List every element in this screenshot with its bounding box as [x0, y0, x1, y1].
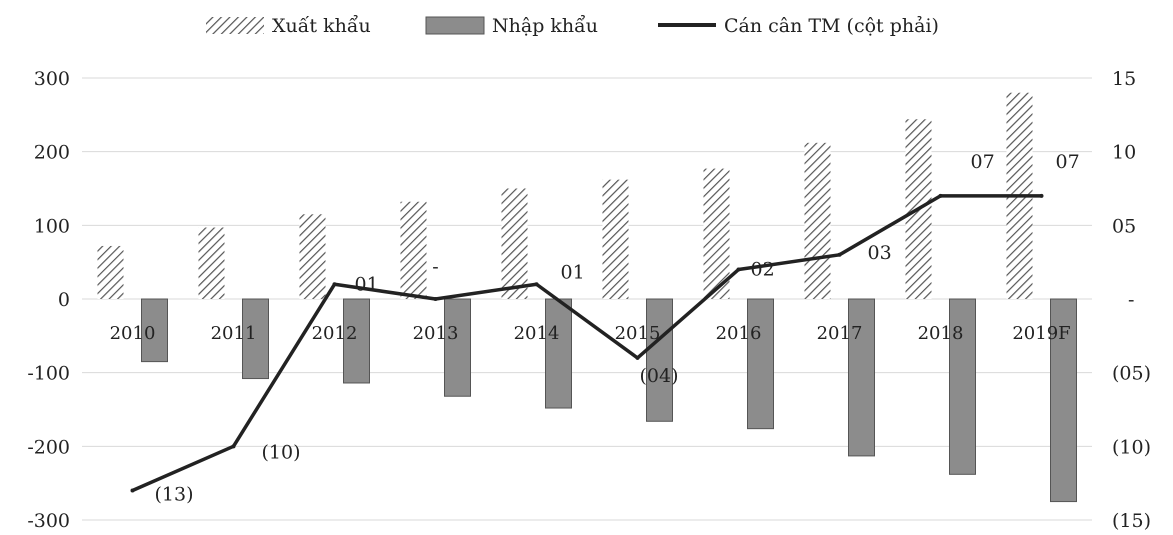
left-axis: 300 200 100 0 -100 -200 -300	[27, 68, 70, 532]
balance-data-label: (10)	[262, 441, 301, 463]
legend-label-export: Xuất khẩu	[272, 15, 371, 37]
category-labels: 2010 2011 2012 2013 2014 2015 2016 2017 2018 2019…	[110, 323, 1071, 344]
right-tick-label: (15)	[1112, 510, 1151, 532]
balance-point	[635, 355, 640, 360]
left-tick-label: -300	[27, 510, 70, 532]
balance-point	[938, 193, 943, 198]
balance-point	[130, 488, 135, 493]
category-label: 2019F	[1012, 323, 1070, 344]
export-bar	[299, 214, 326, 299]
balance-data-label: 07	[971, 151, 995, 173]
export-bar	[501, 188, 528, 299]
balance-line	[130, 193, 1044, 493]
import-bar	[444, 298, 471, 397]
balance-point	[736, 267, 741, 272]
export-bar	[602, 179, 629, 299]
legend: Xuất khẩu Nhập khẩu Cán cân TM (cột phải…	[206, 15, 939, 37]
balance-data-label: 02	[751, 259, 775, 281]
category-label: 2015	[615, 323, 661, 344]
category-label: 2012	[312, 323, 358, 344]
export-bar	[97, 245, 124, 299]
balance-point	[837, 252, 842, 257]
export-bar	[703, 168, 730, 299]
left-tick-label: 0	[58, 289, 70, 311]
category-label: 2018	[918, 323, 964, 344]
balance-data-label: (13)	[155, 484, 194, 506]
legend-label-import: Nhập khẩu	[492, 15, 598, 37]
balance-line-path	[131, 194, 1042, 493]
category-label: 2013	[413, 323, 459, 344]
category-label: 2016	[716, 323, 762, 344]
category-label: 2010	[110, 323, 156, 344]
legend-label-balance: Cán cân TM (cột phải)	[724, 15, 939, 37]
import-bar	[242, 298, 269, 380]
balance-point	[332, 282, 337, 287]
right-tick-label: (10)	[1112, 436, 1151, 458]
balance-data-label: (04)	[640, 365, 679, 387]
right-tick-label: 05	[1112, 215, 1136, 237]
right-axis: 15 10 05 - (05) (10) (15)	[1112, 68, 1151, 532]
right-tick-label: 15	[1112, 68, 1136, 90]
left-tick-label: 200	[34, 142, 70, 164]
import-bar	[646, 298, 673, 422]
import-bar	[1050, 298, 1077, 503]
gridlines	[82, 77, 1092, 521]
legend-swatch-import	[425, 16, 485, 35]
import-bar	[949, 298, 976, 475]
legend-swatch-export	[206, 17, 264, 34]
right-tick-label: -	[1128, 289, 1134, 311]
balance-point	[231, 444, 236, 449]
balance-point	[433, 297, 438, 301]
balance-point	[534, 282, 539, 287]
balance-data-label: 01	[355, 273, 379, 295]
category-label: 2011	[211, 323, 257, 344]
category-label: 2017	[817, 323, 863, 344]
left-tick-label: -200	[27, 436, 70, 458]
right-tick-label: (05)	[1112, 363, 1151, 385]
balance-data-label: -	[432, 256, 438, 278]
category-label: 2014	[514, 323, 560, 344]
import-bar	[343, 298, 370, 384]
export-bars	[97, 92, 1033, 300]
export-bar	[804, 142, 831, 299]
balance-data-label: 01	[561, 261, 585, 283]
balance-data-labels: (13) (10) 01 - 01 (04) 02 03 07 07	[155, 151, 1080, 506]
left-tick-label: 300	[34, 68, 70, 90]
left-tick-label: 100	[34, 215, 70, 237]
right-tick-label: 10	[1112, 142, 1136, 164]
import-bars	[141, 298, 1077, 503]
import-bar	[545, 298, 572, 409]
left-tick-label: -100	[27, 363, 70, 385]
balance-data-label: 03	[868, 242, 892, 264]
export-bar	[198, 227, 225, 299]
import-bar	[747, 298, 774, 430]
balance-data-label: 07	[1056, 151, 1080, 173]
import-bar	[848, 298, 875, 457]
balance-point	[1039, 193, 1044, 198]
import-bar	[141, 298, 168, 363]
export-bar	[400, 201, 427, 299]
